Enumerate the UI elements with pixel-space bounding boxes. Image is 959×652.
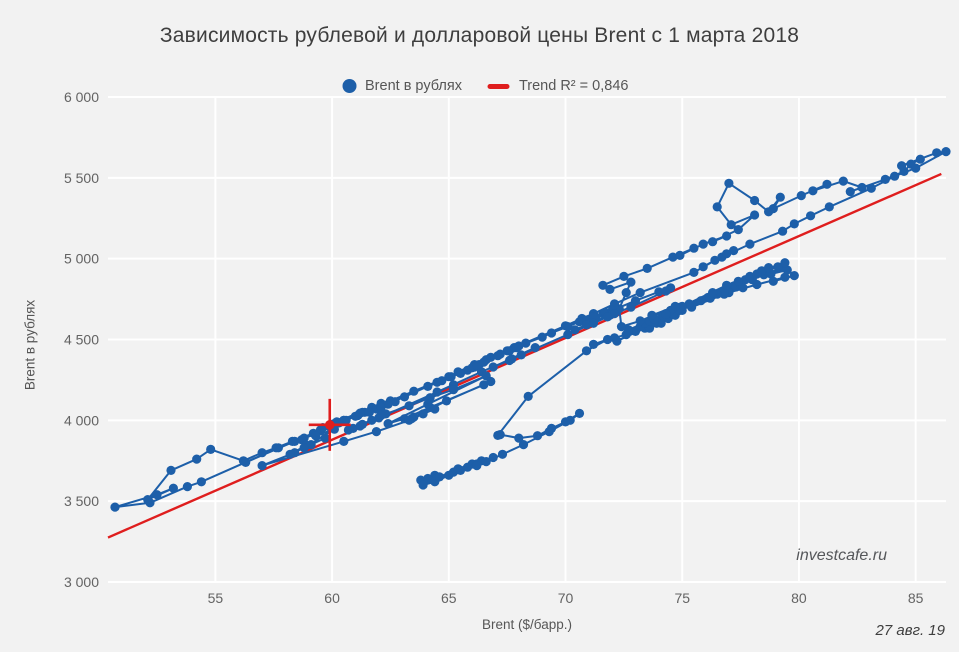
- svg-text:80: 80: [791, 590, 807, 606]
- trend-dash-marker-icon: [487, 83, 510, 89]
- gridlines: [108, 96, 946, 583]
- svg-text:6 000: 6 000: [64, 89, 99, 105]
- legend-label-trend: Trend R² = 0,846: [518, 78, 629, 94]
- svg-text:3 000: 3 000: [64, 574, 99, 590]
- legend-item-series: Brent в рублях: [342, 78, 462, 94]
- legend-label-series: Brent в рублях: [365, 78, 462, 94]
- svg-text:5 000: 5 000: [64, 251, 99, 267]
- svg-text:4 000: 4 000: [64, 412, 99, 428]
- legend: Brent в рублях Trend R² = 0,846: [342, 78, 628, 94]
- svg-text:55: 55: [208, 590, 224, 606]
- svg-text:70: 70: [558, 590, 574, 606]
- current-point-cross-marker: [308, 398, 351, 451]
- legend-item-trend: Trend R² = 0,846: [487, 78, 629, 94]
- svg-text:60: 60: [324, 590, 340, 606]
- svg-text:85: 85: [908, 590, 924, 606]
- tick-labels: 55 60 65 70 75 80 85 3 000 3 500 4 000 4 500 5 000 5…: [64, 89, 924, 606]
- svg-text:65: 65: [441, 590, 457, 606]
- chart-title: Зависимость рублевой и долларовой цены B…: [159, 24, 800, 47]
- scatter-series: [110, 147, 951, 512]
- watermark: investcafe.ru: [796, 547, 887, 564]
- series-circle-marker-icon: [342, 79, 357, 93]
- svg-text:4 500: 4 500: [64, 332, 99, 348]
- date-note: 27 авг. 19: [875, 622, 945, 639]
- x-axis-title: Brent ($/барр.): [482, 617, 572, 632]
- svg-text:75: 75: [674, 590, 690, 606]
- svg-text:5 500: 5 500: [64, 170, 99, 186]
- y-axis-title: Brent в рублях: [22, 299, 38, 391]
- series-path: [114, 150, 947, 509]
- svg-text:3 500: 3 500: [64, 493, 99, 509]
